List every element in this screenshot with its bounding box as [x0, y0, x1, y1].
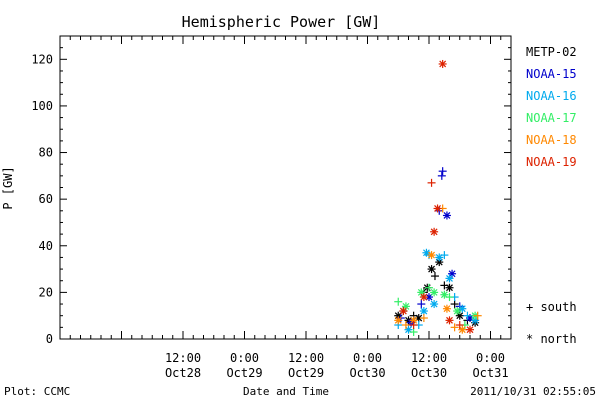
- south-point: [437, 171, 446, 180]
- north-point: [458, 325, 467, 334]
- x-axis-label: Date and Time: [243, 385, 329, 398]
- south-point: [455, 321, 464, 330]
- data-points: [394, 59, 482, 337]
- x-tick-label: 12:00: [288, 351, 324, 365]
- north-point: [453, 307, 462, 316]
- south-point: [417, 300, 426, 309]
- north-point: [430, 227, 439, 236]
- south-point: [419, 314, 428, 323]
- north-point: [442, 211, 451, 220]
- north-point: [427, 265, 436, 274]
- y-tick-label: 120: [31, 52, 53, 66]
- south-point: [445, 293, 454, 302]
- x-tick-label: 12:00: [411, 351, 447, 365]
- north-point: [433, 204, 442, 213]
- legend-item: NOAA-15: [526, 67, 577, 81]
- north-point: [442, 304, 451, 313]
- north-point: [419, 293, 428, 302]
- footer-timestamp: 2011/10/31 02:55:05: [470, 385, 596, 398]
- symbol-legend-item: + south: [526, 300, 577, 314]
- north-point: [466, 325, 474, 334]
- south-point: [409, 328, 418, 337]
- series-legend: METP-02 NOAA-15 NOAA-16 NOAA-17 NOAA-18 NOAA-…: [526, 45, 577, 169]
- y-tick-label: 60: [39, 192, 53, 206]
- x-tick-date-label: Oct29: [288, 366, 324, 380]
- south-point: [430, 272, 439, 281]
- south-point: [425, 283, 433, 292]
- symbol-legend: + south * north: [526, 300, 577, 346]
- south-point: [409, 321, 418, 330]
- legend-item: NOAA-17: [526, 111, 577, 125]
- x-axis-ticks: 12:00Oct280:00Oct2912:00Oct290:00Oct3012…: [59, 36, 512, 380]
- north-point: [409, 316, 418, 325]
- x-tick-label: 12:00: [165, 351, 201, 365]
- y-tick-label: 100: [31, 99, 53, 113]
- north-point: [430, 300, 439, 309]
- x-tick-date-label: Oct30: [411, 366, 447, 380]
- north-point: [445, 283, 454, 292]
- south-point: [450, 300, 459, 309]
- north-point: [401, 302, 410, 311]
- symbol-legend-item: * north: [526, 332, 577, 346]
- south-point: [427, 178, 436, 187]
- legend-item: NOAA-19: [526, 155, 577, 169]
- north-point: [394, 316, 403, 325]
- south-point: [473, 311, 482, 320]
- y-tick-label: 0: [46, 332, 53, 346]
- south-point: [440, 251, 449, 260]
- north-point: [430, 288, 439, 297]
- south-point: [438, 167, 447, 176]
- north-point: [399, 307, 408, 316]
- south-point: [463, 311, 472, 320]
- x-tick-date-label: Oct31: [472, 366, 508, 380]
- north-point: [438, 59, 447, 68]
- legend-item: METP-02: [526, 45, 577, 59]
- north-point: [427, 251, 436, 260]
- y-tick-label: 80: [39, 146, 53, 160]
- south-point: [394, 297, 403, 306]
- x-tick-label: 0:00: [230, 351, 259, 365]
- y-tick-label: 20: [39, 285, 53, 299]
- south-point: [401, 321, 410, 330]
- x-tick-date-label: Oct28: [165, 366, 201, 380]
- x-tick-date-label: Oct29: [226, 366, 262, 380]
- x-tick-label: 0:00: [476, 351, 505, 365]
- y-axis-ticks: 0 20 40 60 80 100 120: [31, 35, 511, 346]
- y-axis-label: P [GW]: [1, 166, 15, 209]
- legend-item: NOAA-18: [526, 133, 577, 147]
- south-point: [450, 323, 459, 332]
- x-tick-label: 0:00: [353, 351, 382, 365]
- north-point: [445, 274, 454, 283]
- chart-title: Hemispheric Power [GW]: [182, 13, 381, 31]
- north-point: [419, 307, 428, 316]
- y-tick-label: 40: [39, 239, 53, 253]
- footer-left: Plot: CCMC: [4, 385, 70, 398]
- legend-item: NOAA-16: [526, 89, 577, 103]
- north-point: [445, 316, 454, 325]
- x-tick-date-label: Oct30: [349, 366, 385, 380]
